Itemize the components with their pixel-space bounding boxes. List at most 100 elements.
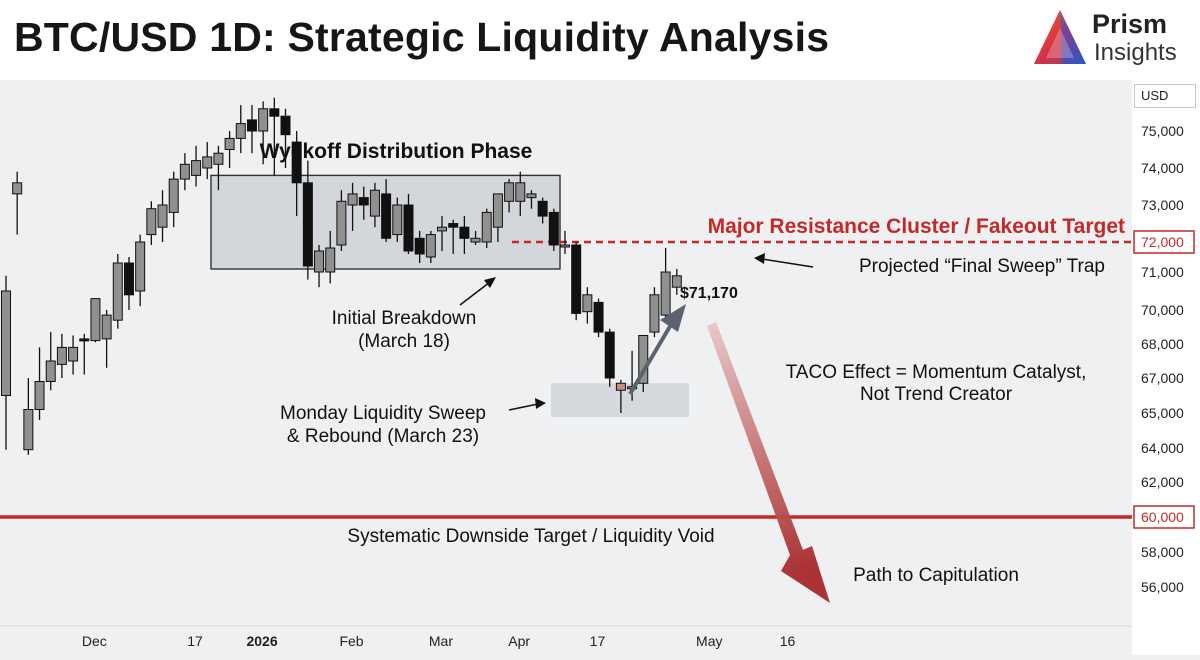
candle — [437, 216, 448, 251]
candle — [146, 201, 157, 245]
wyckoff-label: Wyckoff Distribution Phase — [260, 140, 533, 163]
candle — [403, 193, 414, 254]
candle-body — [291, 141, 302, 184]
y-level-label: 72,000 — [1141, 234, 1184, 250]
y-tick-label: 74,000 — [1141, 160, 1184, 176]
y-tick-label: 70,000 — [1141, 302, 1184, 318]
candle — [325, 230, 336, 284]
candle-body — [437, 226, 448, 232]
y-tick-label: 58,000 — [1141, 544, 1184, 560]
breakdown-arrow-line — [459, 281, 491, 306]
x-tick-label: Mar — [429, 633, 453, 649]
candle-body — [615, 382, 626, 391]
candle-body — [671, 275, 682, 288]
candle-body — [414, 237, 425, 255]
candle-body — [448, 223, 459, 228]
candle — [79, 333, 90, 375]
candle-body — [112, 262, 123, 321]
candle-body — [68, 346, 79, 362]
candle-body — [358, 197, 369, 206]
x-axis: Dec 17 2026 Feb Mar Apr 17 May 16 — [0, 625, 1132, 649]
candle-body — [425, 234, 436, 258]
candle — [358, 186, 369, 220]
annotation-layer: Wyckoff Distribution Phase Major Resistan… — [260, 140, 1125, 586]
candle — [347, 182, 358, 231]
y-tick-label: 75,000 — [1141, 123, 1184, 139]
candle-body — [571, 244, 582, 314]
candle-body — [280, 115, 291, 136]
sweep-label-line1: Monday Liquidity Sweep — [280, 403, 486, 424]
candle-body — [649, 294, 660, 333]
candle — [123, 257, 134, 310]
page-title: BTC/USD 1D: Strategic Liquidity Analysis — [14, 14, 830, 60]
candle — [604, 328, 615, 387]
candle — [101, 310, 112, 368]
candle — [492, 193, 503, 242]
candle — [504, 179, 515, 213]
candle-body — [12, 182, 23, 195]
candles-layer — [1, 97, 682, 455]
candle-body — [202, 156, 213, 169]
projected-arrow-head — [754, 253, 765, 264]
candle-body — [224, 137, 235, 150]
candle — [615, 379, 626, 413]
candle — [157, 190, 168, 242]
sweep-arrow-line — [508, 403, 539, 411]
y-axis-panel: 75,000 74,000 73,000 71,000 70,000 68,000 67,0… — [1132, 80, 1200, 655]
candle-body — [381, 193, 392, 239]
candle-body — [403, 204, 414, 252]
candle-body — [515, 182, 526, 202]
currency-selector[interactable]: USD — [1134, 84, 1196, 108]
candle — [168, 171, 179, 228]
candle-body — [23, 409, 34, 451]
candle-body — [56, 346, 67, 365]
rebound-arrow-head — [660, 304, 686, 332]
candle-body — [325, 247, 336, 273]
x-tick-label: 2026 — [246, 633, 277, 649]
candle — [135, 234, 146, 307]
candle — [302, 160, 313, 280]
candle-body — [504, 182, 515, 202]
candle — [112, 254, 123, 329]
downside-target-label: Systematic Downside Target / Liquidity V… — [347, 526, 714, 547]
brand-subname: Insights — [1094, 39, 1177, 66]
y-tick-label: 62,000 — [1141, 474, 1184, 490]
candle — [12, 171, 23, 235]
brand-name: Prism — [1092, 9, 1168, 39]
breakdown-arrow-head — [484, 277, 496, 288]
candle-body — [101, 314, 112, 340]
taco-label-line1: TACO Effect = Momentum Catalyst, — [786, 362, 1087, 383]
y-tick-label: 73,000 — [1141, 197, 1184, 213]
candle — [45, 332, 56, 391]
candle — [548, 208, 559, 251]
candle — [269, 97, 280, 176]
candle — [381, 179, 392, 242]
prism-logo-icon — [1034, 10, 1086, 64]
capitulation-label: Path to Capitulation — [853, 565, 1019, 586]
candle — [191, 145, 202, 187]
candle — [649, 287, 660, 338]
candle — [459, 216, 470, 254]
candle — [582, 287, 593, 324]
candle-body — [258, 108, 269, 132]
sweep-label-line2: & Rebound (March 23) — [287, 426, 479, 447]
candle-body — [481, 211, 492, 243]
candle-body — [548, 211, 559, 246]
rebound-arrow-shaft — [628, 321, 674, 396]
candle — [660, 248, 671, 324]
candle-body — [560, 244, 570, 248]
candle-body — [1, 290, 11, 396]
candle — [638, 335, 649, 392]
candle-body — [123, 262, 134, 296]
y-tick-label: 67,000 — [1141, 370, 1184, 386]
arrows-layer — [459, 253, 830, 603]
y-tick-label: 68,000 — [1141, 336, 1184, 352]
candle — [425, 230, 436, 263]
candle — [213, 145, 224, 191]
candle-body — [369, 189, 380, 217]
candle-body — [492, 193, 503, 228]
y-level-label: 60,000 — [1141, 509, 1184, 525]
candle — [68, 335, 79, 375]
candle-body — [526, 193, 537, 199]
x-tick-label: 17 — [590, 633, 606, 649]
